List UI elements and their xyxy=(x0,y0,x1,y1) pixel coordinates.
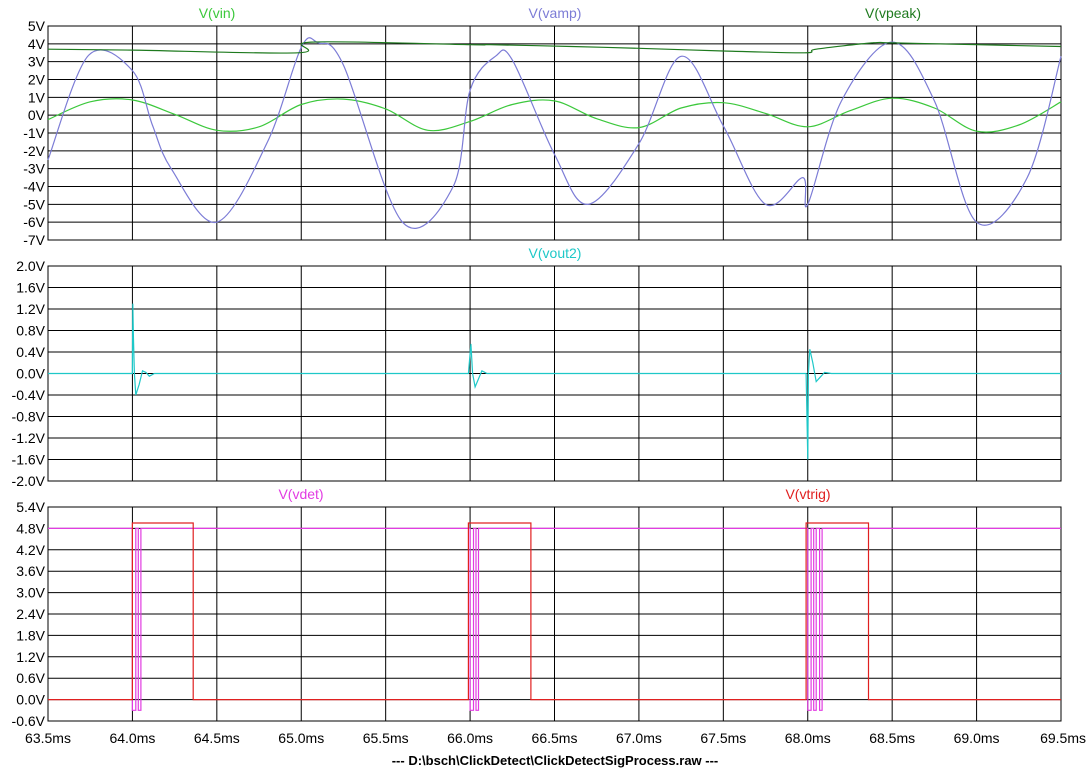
trace-label-vdet[interactable]: V(vdet) xyxy=(278,486,323,502)
footer-path: --- D:\bsch\ClickDetect\ClickDetectSigPr… xyxy=(392,753,719,768)
y-tick-label: 1V xyxy=(28,89,46,105)
x-tick-label: 64.0ms xyxy=(109,730,155,746)
y-tick-label: 1.8V xyxy=(16,627,45,643)
x-tick-label: 69.5ms xyxy=(1040,730,1086,746)
pane-middle: 2.0V 1.6V 1.2V 0.8V 0.4V 0.0V -0.4V -0.8V -1.2V -… xyxy=(12,245,1062,489)
y-tick-label: 5V xyxy=(28,18,46,34)
y-tick-label: 5.4V xyxy=(16,499,45,515)
y-tick-label: 3.0V xyxy=(16,585,45,601)
y-tick-label: -1.2V xyxy=(12,430,46,446)
y-tick-label: 1.2V xyxy=(16,301,45,317)
y-tick-label: -2.0V xyxy=(12,473,46,489)
y-tick-label: 2V xyxy=(28,72,46,88)
x-tick-label: 65.0ms xyxy=(278,730,324,746)
trace-vout2 xyxy=(48,303,1061,460)
y-tick-label: 0.6V xyxy=(16,670,45,686)
trace-vin xyxy=(47,97,1062,133)
y-tick-label: 3V xyxy=(28,54,46,70)
y-tick-label: 0.0V xyxy=(16,692,45,708)
y-tick-label: 2.4V xyxy=(16,606,45,622)
y-tick-label: -2V xyxy=(23,143,45,159)
x-tick-label: 66.5ms xyxy=(532,730,578,746)
trace-label-vin[interactable]: V(vin) xyxy=(199,5,236,21)
y-tick-label: -6V xyxy=(23,214,45,230)
y-tick-label: 0.4V xyxy=(16,344,45,360)
trace-vtrig xyxy=(48,522,1061,701)
x-tick-label: 68.0ms xyxy=(785,730,831,746)
pane-bottom: 5.4V 4.8V 4.2V 3.6V 3.0V 2.4V 1.8V 1.2V 0.6V 0.0V… xyxy=(12,486,1062,729)
trace-vdet xyxy=(48,527,1061,711)
x-tick-label: 67.5ms xyxy=(700,730,746,746)
y-tick-label: 3.6V xyxy=(16,563,45,579)
trace-label-vamp[interactable]: V(vamp) xyxy=(529,5,582,21)
trace-label-vout2[interactable]: V(vout2) xyxy=(529,245,582,261)
y-tick-label: 4.8V xyxy=(16,520,45,536)
y-tick-label: -0.6V xyxy=(12,713,46,729)
x-tick-label: 65.5ms xyxy=(363,730,409,746)
trace-vamp xyxy=(47,37,1062,229)
x-tick-label: 66.0ms xyxy=(447,730,493,746)
y-tick-label: 0V xyxy=(28,107,46,123)
trace-vpeak xyxy=(47,41,1062,54)
x-tick-label: 69.0ms xyxy=(954,730,1000,746)
y-tick-label: -5V xyxy=(23,196,45,212)
y-tick-label: 0.8V xyxy=(16,323,45,339)
y-tick-label: -1V xyxy=(23,125,45,141)
y-tick-label: -1.6V xyxy=(12,452,46,468)
x-tick-label: 63.5ms xyxy=(25,730,71,746)
x-tick-label: 64.5ms xyxy=(194,730,240,746)
trace-label-vpeak[interactable]: V(vpeak) xyxy=(865,5,921,21)
y-tick-label: 2.0V xyxy=(16,258,45,274)
trace-label-vtrig[interactable]: V(vtrig) xyxy=(785,486,830,502)
x-tick-label: 67.0ms xyxy=(616,730,662,746)
y-tick-label: 0.0V xyxy=(16,366,45,382)
y-tick-label: -0.4V xyxy=(12,387,46,403)
y-tick-label: 4V xyxy=(28,36,46,52)
y-tick-label: -4V xyxy=(23,179,45,195)
x-axis: 63.5ms 64.0ms 64.5ms 65.0ms 65.5ms 66.0ms 66.5… xyxy=(25,730,1086,746)
y-tick-label: -0.8V xyxy=(12,409,46,425)
x-tick-label: 68.5ms xyxy=(869,730,915,746)
y-tick-label: -3V xyxy=(23,161,45,177)
y-tick-label: 1.2V xyxy=(16,649,45,665)
y-tick-label: 1.6V xyxy=(16,280,45,296)
y-tick-label: 4.2V xyxy=(16,542,45,558)
y-tick-label: -7V xyxy=(23,232,45,248)
